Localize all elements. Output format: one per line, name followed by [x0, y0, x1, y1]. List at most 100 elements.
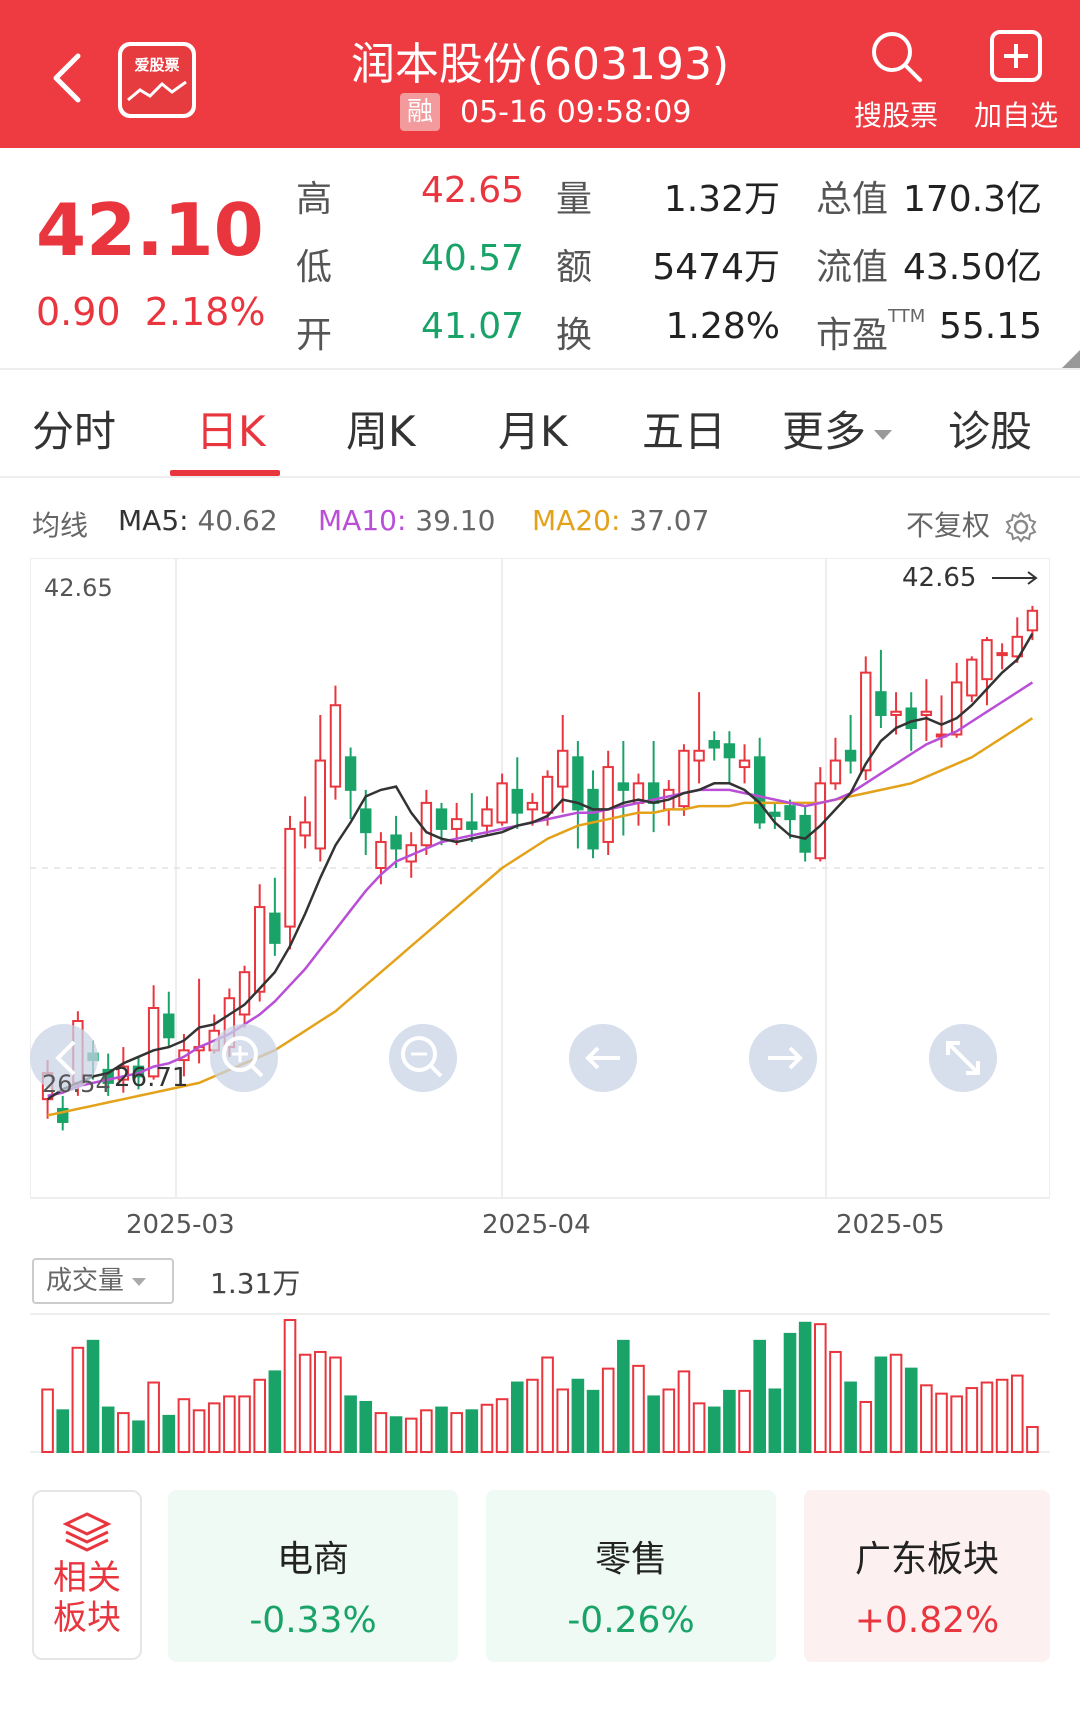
candle-up — [890, 710, 902, 716]
volume-bar — [571, 1378, 585, 1453]
x-tick-2025-04: 2025-04 — [482, 1210, 591, 1240]
tab-more-label: 更多 — [782, 407, 867, 456]
volume-bar — [480, 1403, 494, 1453]
volume-bar — [344, 1395, 357, 1453]
volume-bar — [677, 1370, 691, 1453]
zoom-in-button[interactable] — [210, 1024, 278, 1092]
volume-bar — [768, 1388, 782, 1454]
fullscreen-button[interactable] — [929, 1024, 997, 1092]
sector-card-ecommerce[interactable]: 电商 -0.33% — [168, 1490, 458, 1662]
volume-bar — [117, 1412, 130, 1453]
candle-up — [420, 801, 433, 847]
volume-bar — [41, 1388, 54, 1454]
collapse-left-button[interactable] — [30, 1024, 98, 1092]
volume-bar — [738, 1389, 751, 1453]
y-max-label: 42.65 — [44, 574, 113, 602]
volume-bar — [329, 1356, 342, 1453]
volume-bar — [86, 1339, 100, 1454]
sector-name: 电商 — [276, 1539, 349, 1580]
logo-background — [122, 46, 192, 114]
adjust-selector[interactable]: 不复权 — [906, 504, 1037, 544]
app-logo[interactable]: 爱股票 — [118, 42, 196, 118]
candle-up — [481, 808, 493, 827]
candle-up — [496, 782, 508, 824]
ma10-legend-value: 39.10 — [415, 504, 496, 537]
ma10-line — [47, 681, 1034, 1098]
sector-card-retail[interactable]: 零售 -0.26% — [486, 1490, 776, 1662]
volume-bar — [859, 1400, 873, 1454]
search-stock-button[interactable]: 搜股票 — [846, 28, 946, 134]
indicator-selector-label: 成交量 — [46, 1266, 125, 1296]
sector-name: 零售 — [594, 1539, 667, 1580]
volume-bar — [510, 1381, 524, 1453]
volume-chart[interactable] — [30, 1312, 1050, 1454]
total-cap-label: 总值 — [816, 179, 889, 220]
tab-daily-k[interactable]: 日K — [196, 407, 266, 456]
expand-corner-icon[interactable] — [1062, 350, 1080, 368]
tab-intraday[interactable]: 分时 — [32, 407, 117, 456]
volume-bar — [207, 1402, 221, 1454]
add-favorite-button[interactable]: 加自选 — [966, 28, 1066, 134]
candle-up — [950, 681, 963, 736]
active-tab-indicator — [170, 470, 280, 476]
change-amount: 0.90 — [36, 290, 121, 334]
quote-time: 05-16 09:58:09 — [460, 94, 692, 130]
ma10-legend: MA10: 39.10 — [318, 504, 495, 537]
candle-down — [360, 808, 372, 834]
tab-diagnose[interactable]: 诊股 — [948, 407, 1033, 456]
tab-monthly-k[interactable]: 月K — [498, 407, 568, 456]
volume-bar — [692, 1402, 706, 1454]
sector-card-guangdong[interactable]: 广东板块 +0.82% — [804, 1490, 1050, 1662]
tab-five-day[interactable]: 五日 — [642, 407, 727, 456]
caret-down-icon — [132, 1277, 147, 1286]
x-tick-2025-03: 2025-03 — [126, 1210, 235, 1240]
volume-bar — [1010, 1374, 1024, 1453]
volume-bar — [617, 1339, 630, 1454]
candlestick-chart[interactable]: 42.65 42.65 — [30, 558, 1050, 1210]
candle-down — [708, 740, 720, 749]
chevron-left-icon — [55, 1040, 76, 1076]
back-button[interactable] — [44, 48, 92, 108]
volume-bar — [980, 1381, 994, 1453]
candle-down — [435, 808, 448, 830]
candle-up — [966, 658, 978, 697]
tab-more[interactable]: 更多 — [782, 398, 893, 459]
volume-bar — [465, 1409, 479, 1453]
volume-bar — [238, 1395, 251, 1453]
volume-bar — [223, 1395, 236, 1453]
amount-label: 额 — [556, 247, 593, 288]
open-value: 41.07 — [420, 306, 524, 347]
indicator-selector[interactable]: 成交量 — [32, 1258, 174, 1304]
ma5-legend-label: MA5: — [118, 504, 189, 537]
volume-bar — [601, 1367, 615, 1454]
ma-lines — [46, 632, 1034, 1117]
candle-down — [572, 756, 584, 811]
quote-panel: 42.10 0.90 2.18% 高 42.65 量 1.32万 总值 170.… — [0, 148, 1080, 370]
pan-left-button[interactable] — [569, 1024, 637, 1092]
volume-bar — [829, 1350, 842, 1453]
low-value: 40.57 — [420, 238, 524, 279]
current-price: 42.10 — [36, 188, 264, 272]
volume-bar — [753, 1339, 766, 1454]
volume-bar — [586, 1389, 600, 1453]
x-tick-2025-05: 2025-05 — [836, 1210, 945, 1240]
tab-weekly-k[interactable]: 周K — [346, 407, 416, 456]
volume-bar — [556, 1388, 570, 1454]
related-sectors-button[interactable]: 相关 板块 — [32, 1490, 142, 1660]
low-marker-label: 26.71 — [114, 1063, 188, 1093]
candle-down — [799, 814, 811, 853]
candle-up — [602, 766, 614, 843]
candle-down — [784, 805, 796, 821]
candle-down — [617, 782, 630, 791]
volume-bar — [147, 1381, 160, 1453]
sector-change: -0.33% — [249, 1600, 377, 1641]
zoom-in-icon — [222, 1036, 264, 1078]
volume-bar — [935, 1392, 948, 1453]
volume-bar — [814, 1323, 827, 1454]
zoom-in-bg — [210, 1024, 278, 1092]
candle-up — [284, 827, 296, 928]
pan-right-button[interactable] — [749, 1024, 817, 1092]
zoom-out-button[interactable] — [389, 1024, 457, 1092]
amount-value: 5474万 — [652, 247, 780, 288]
volume-bar — [132, 1420, 145, 1453]
